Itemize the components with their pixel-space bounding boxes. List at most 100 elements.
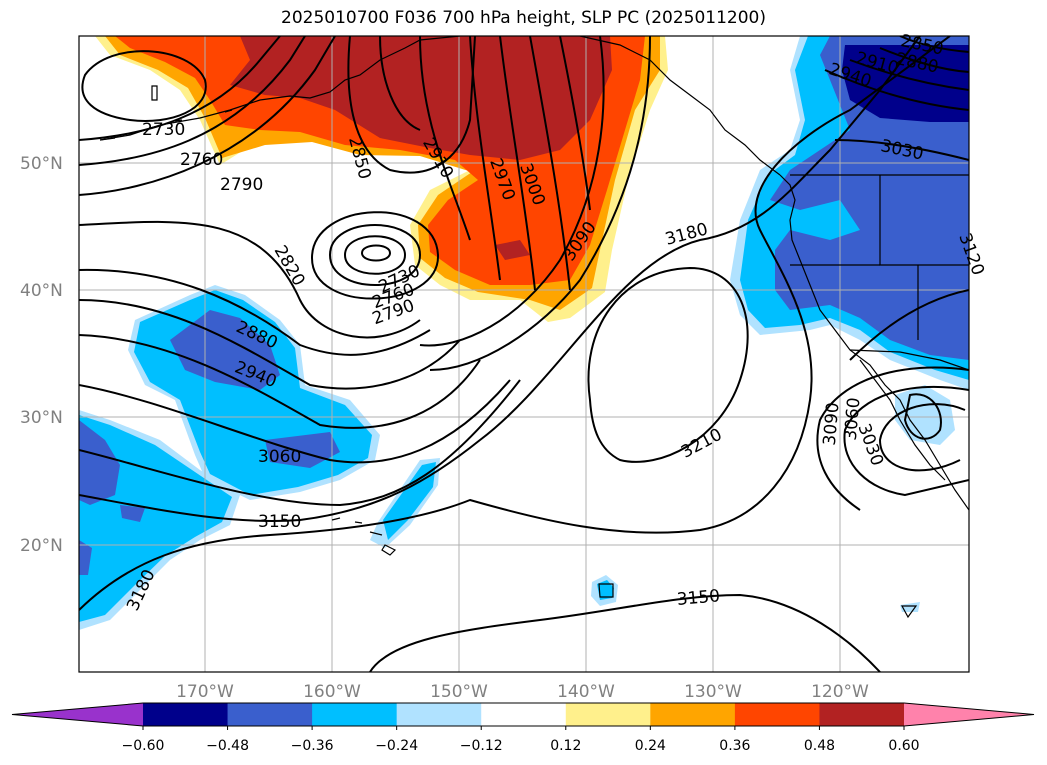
contour-label: 3150 (676, 586, 721, 610)
colorbar-tick-label: −0.60 (122, 738, 165, 754)
lon-label-160w: 160°W (303, 682, 361, 702)
colorbar-tick-label: −0.12 (460, 738, 503, 754)
colorbar-tick-label: 0.48 (804, 738, 835, 754)
contour-2790 (79, 36, 336, 196)
lat-label-30n: 30°N (20, 408, 63, 428)
colorbar-tick-label: −0.48 (206, 738, 249, 754)
lat-label-40n: 40°N (20, 281, 63, 301)
contour-2880-top (379, 36, 421, 131)
contour-3150-south (369, 593, 881, 672)
island-small-2 (598, 583, 614, 598)
lon-label-130w: 130°W (684, 682, 742, 702)
contour-3060-se (843, 386, 969, 497)
contour-cutoff-4 (310, 211, 440, 300)
contour-label: 3090 (820, 402, 844, 447)
contour-cutoff-1 (360, 244, 392, 262)
colorbar-ticks: −0.60 −0.48 −0.36 −0.24 −0.12 0.12 0.24 0.36 0.4… (122, 726, 920, 754)
negative-anomaly-blue-central-2 (265, 432, 340, 468)
contour-2880 (79, 268, 431, 356)
contour-2820 (79, 220, 421, 339)
contour-3090-se (816, 366, 969, 511)
colorbar-segment (227, 703, 313, 726)
negative-anomaly-blob-se (900, 602, 920, 612)
alaska-coast (99, 36, 781, 176)
longitude-labels: 170°W 160°W 150°W 140°W 130°W 120°W (176, 682, 869, 702)
colorbar-tick-label: −0.36 (291, 738, 334, 754)
lon-label-120w: 120°W (811, 682, 869, 702)
graticule (79, 36, 969, 672)
contour-3180 (79, 36, 951, 611)
colorbar-tick-label: 0.24 (635, 738, 666, 754)
baja-coast (859, 359, 946, 481)
colorbar-segment (819, 703, 905, 726)
contour-3120 (429, 36, 651, 371)
hawaii-islands (331, 517, 397, 556)
contour-2910 (419, 36, 471, 241)
colorbar-segment (481, 703, 567, 726)
colorbar-tick-label: 0.12 (550, 738, 581, 754)
colorbar-extend-low (12, 703, 143, 726)
latitude-labels: 50°N 40°N 30°N 20°N (20, 154, 63, 556)
contour-2850 (347, 36, 476, 174)
contour-label: 2790 (220, 175, 263, 195)
colorbar-segment (143, 703, 229, 726)
contour-2940-ne (824, 69, 969, 111)
lon-label-150w: 150°W (430, 682, 488, 702)
negative-anomaly-blue-west-3 (120, 505, 145, 522)
lon-label-170w: 170°W (176, 682, 234, 702)
negative-anomaly-blob-south-cyan (597, 580, 614, 600)
positive-anomaly-darkred (230, 36, 612, 160)
anomaly-shading (79, 36, 969, 630)
contour-3120-mid (79, 379, 521, 507)
contour-2880-ne (879, 47, 969, 73)
colorbar-tick-label: 0.36 (719, 738, 750, 754)
colorbar-segment (396, 703, 482, 726)
contour-cutoff-2 (343, 235, 407, 275)
map-frame (78, 35, 970, 673)
contour-3060 (79, 379, 511, 464)
bc-coast (779, 174, 969, 511)
contour-low-nw (81, 50, 207, 122)
mexico-border (849, 349, 969, 371)
colorbar-tick-label: −0.24 (375, 738, 418, 754)
contour-3030-se (878, 403, 966, 472)
contour-3210 (587, 266, 749, 463)
contour-3150 (79, 36, 921, 522)
height-contours (79, 36, 969, 672)
contour-label: 3060 (258, 447, 301, 467)
positive-anomaly-darkred-small (495, 240, 530, 260)
coastlines (99, 36, 969, 619)
island-small-3 (900, 605, 918, 619)
island-small-1 (151, 85, 158, 101)
contour-3000 (499, 36, 536, 291)
contour-cutoff-3 (328, 224, 422, 286)
contour-3030-ne (834, 139, 969, 161)
negative-anomaly-navy-ne (842, 45, 969, 122)
contour-2940 (79, 299, 461, 390)
contour-2760 (79, 36, 306, 166)
colorbar-segment (312, 703, 398, 726)
contour-2730 (79, 36, 281, 141)
lat-label-20n: 20°N (20, 536, 63, 556)
contour-label: 3060 (841, 397, 865, 442)
lat-label-50n: 50°N (20, 154, 63, 174)
contour-2850-ne (899, 36, 969, 53)
contour-3030 (529, 36, 571, 291)
colorbar-extend-high (904, 703, 1034, 726)
lon-label-140w: 140°W (557, 682, 615, 702)
contour-3000-se (903, 393, 942, 440)
contour-label: 2760 (180, 150, 223, 170)
contour-3000-mid (79, 334, 481, 429)
colorbar-segment (734, 703, 820, 726)
colorbar (11, 702, 1035, 727)
negative-anomaly-blue-west-2 (79, 540, 92, 575)
negative-anomaly-blue-west (79, 420, 120, 505)
contour-2910-ne (849, 59, 969, 91)
map-title: 2025010700 F036 700 hPa height, SLP PC (… (281, 8, 766, 28)
contour-label: 2730 (142, 120, 185, 140)
contour-3120-se (849, 289, 969, 361)
colorbar-tick-label: 0.60 (888, 738, 919, 754)
negative-anomaly-blue-central (170, 310, 280, 390)
colorbar-segment (565, 703, 651, 726)
